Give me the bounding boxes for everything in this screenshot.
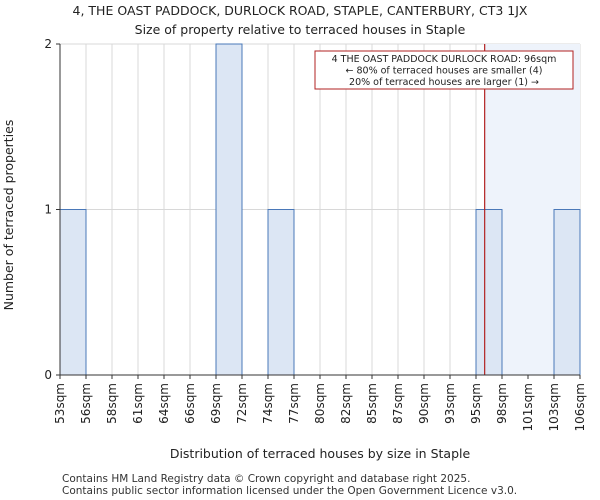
x-tick-label-93sqm: 93sqm bbox=[443, 383, 457, 424]
x-tick-label-106sqm: 106sqm bbox=[573, 383, 587, 431]
y-tick-label-0: 0 bbox=[44, 368, 52, 382]
x-tick-label-98sqm: 98sqm bbox=[495, 383, 509, 424]
chart-subtitle: Size of property relative to terraced ho… bbox=[134, 22, 466, 37]
annotation-line-2: ← 80% of terraced houses are smaller (4) bbox=[346, 66, 543, 77]
footer-line-2: Contains public sector information licen… bbox=[62, 485, 518, 497]
footer-line-1: Contains HM Land Registry data © Crown c… bbox=[62, 473, 471, 485]
x-tick-label-77sqm: 77sqm bbox=[287, 383, 301, 424]
x-tick-label-103sqm: 103sqm bbox=[547, 383, 561, 431]
y-tick-label-1: 1 bbox=[44, 203, 52, 217]
chart-title: 4, THE OAST PADDOCK, DURLOCK ROAD, STAPL… bbox=[72, 3, 528, 18]
x-tick-label-72sqm: 72sqm bbox=[235, 383, 249, 424]
x-tick-label-58sqm: 58sqm bbox=[105, 383, 119, 424]
bar-53sqm bbox=[59, 209, 87, 376]
bar-69sqm bbox=[215, 43, 243, 376]
x-tick-label-69sqm: 69sqm bbox=[209, 383, 223, 424]
annotation-line-3: 20% of terraced houses are larger (1) → bbox=[349, 77, 539, 88]
x-tick-label-61sqm: 61sqm bbox=[131, 383, 145, 424]
x-tick-label-101sqm: 101sqm bbox=[521, 383, 535, 431]
y-axis-label: Number of terraced properties bbox=[1, 120, 16, 311]
annotation-box bbox=[314, 50, 574, 90]
x-axis-label: Distribution of terraced houses by size … bbox=[170, 446, 471, 461]
x-tick-label-64sqm: 64sqm bbox=[157, 383, 171, 424]
x-tick-label-56sqm: 56sqm bbox=[79, 383, 93, 424]
x-tick-label-95sqm: 95sqm bbox=[469, 383, 483, 424]
x-tick-label-74sqm: 74sqm bbox=[261, 383, 275, 424]
annotation-line-1: 4 THE OAST PADDOCK DURLOCK ROAD: 96sqm bbox=[332, 54, 557, 65]
bar-74sqm bbox=[267, 209, 295, 376]
bar-95sqm bbox=[475, 209, 503, 376]
x-tick-label-82sqm: 82sqm bbox=[339, 383, 353, 424]
x-tick-label-66sqm: 66sqm bbox=[183, 383, 197, 424]
y-tick-label-2: 2 bbox=[44, 37, 52, 51]
x-tick-label-87sqm: 87sqm bbox=[391, 383, 405, 424]
x-tick-label-90sqm: 90sqm bbox=[417, 383, 431, 424]
x-tick-label-85sqm: 85sqm bbox=[365, 383, 379, 424]
x-tick-label-80sqm: 80sqm bbox=[313, 383, 327, 424]
bar-103sqm bbox=[553, 209, 581, 376]
x-tick-label-53sqm: 53sqm bbox=[53, 383, 67, 424]
